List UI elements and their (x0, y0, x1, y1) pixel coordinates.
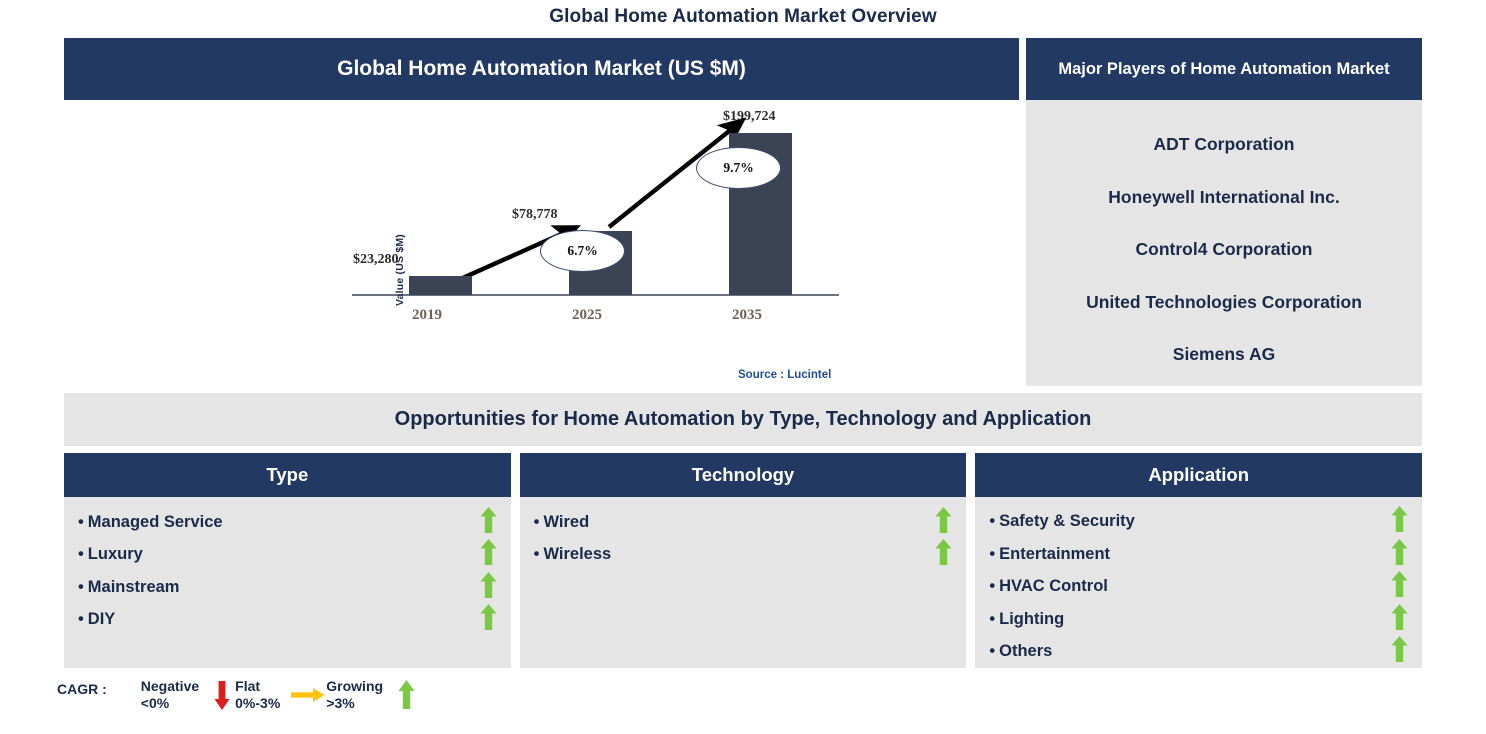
chart-plot-area: Value (US $M) $23,280 $78,778 $199,724 6… (64, 100, 1019, 386)
list-item: ADT Corporation (1153, 134, 1295, 154)
bullet-icon: • (533, 512, 540, 531)
arrow-up-icon (1391, 538, 1408, 570)
cagr-legend: CAGR : Negative <0% Flat 0%-3% Growing >… (57, 678, 517, 726)
bar-2019 (409, 276, 472, 295)
list-item: Honeywell International Inc. (1108, 186, 1340, 207)
bullet-icon: • (989, 512, 996, 531)
column-header-application: Application (975, 453, 1423, 497)
chart-panel-title: Global Home Automation Market (US $M) (64, 38, 1019, 100)
bullet-icon: • (78, 545, 84, 564)
list-item-label: • Wireless (533, 545, 612, 564)
column-header-type: Type (64, 453, 511, 497)
list-item-label: • HVAC Control (989, 577, 1108, 596)
column-body-technology: • Wired • Wireless (520, 497, 967, 668)
bar-value-2035: $199,724 (723, 109, 776, 124)
legend-entry-growing: Growing >3% (326, 678, 383, 712)
arrow-up-icon (1391, 603, 1408, 635)
list-item: • DIY (78, 604, 497, 637)
players-panel-title: Major Players of Home Automation Market (1026, 38, 1422, 100)
opportunities-banner: Opportunities for Home Automation by Typ… (64, 393, 1422, 446)
major-players-panel: Major Players of Home Automation Market … (1026, 38, 1422, 386)
column-technology: Technology • Wired • Wireless (519, 453, 967, 668)
x-tick-2019: 2019 (412, 307, 442, 323)
bar-value-2019: $23,280 (353, 252, 399, 267)
legend-entry-negative: Negative <0% (141, 678, 199, 712)
bullet-icon: • (989, 544, 996, 563)
bullet-icon: • (78, 512, 84, 531)
arrow-up-icon (935, 539, 952, 570)
list-item: • Wired (534, 506, 953, 539)
bullet-icon: • (989, 642, 996, 661)
bullet-icon: • (78, 610, 84, 629)
legend-entry-flat: Flat 0%-3% (235, 678, 280, 712)
column-body-application: • Safety & Security • Entertainment • HVAC … (975, 497, 1422, 669)
list-item: • Safety & Security (989, 506, 1408, 539)
arrow-up-icon (1391, 506, 1408, 537)
column-body-type: • Managed Service • Luxury • Mainstream (64, 497, 511, 668)
list-item-label: • Managed Service (78, 512, 223, 531)
bullet-icon: • (989, 577, 996, 596)
arrow-up-icon (1391, 636, 1408, 667)
legend-negative-text: Negative <0% (140, 678, 200, 711)
arrow-up-icon (393, 678, 419, 712)
list-item: • Others (989, 636, 1408, 669)
bullet-icon: • (533, 545, 540, 564)
arrow-down-icon (209, 678, 235, 712)
cagr-bubble-2025-2035: 9.7% (696, 147, 781, 189)
list-item: • Wireless (534, 539, 953, 572)
legend-flat-text: Flat 0%-3% (235, 678, 281, 711)
list-item: • HVAC Control (989, 571, 1408, 604)
list-item-label: • Entertainment (989, 544, 1111, 563)
x-tick-2035: 2035 (732, 307, 762, 323)
market-chart-panel: Global Home Automation Market (US $M) Va… (64, 38, 1019, 386)
arrow-up-icon (480, 604, 497, 635)
arrow-up-icon (480, 571, 497, 603)
players-list: ADT Corporation Honeywell International … (1026, 100, 1422, 386)
list-item-label: • Wired (533, 512, 590, 531)
bullet-icon: • (78, 577, 84, 596)
list-item-label: • Safety & Security (989, 512, 1135, 531)
list-item-label: • Mainstream (78, 577, 180, 596)
list-item-label: • DIY (78, 610, 116, 629)
list-item-label: • Lighting (989, 609, 1065, 628)
column-header-technology: Technology (519, 453, 967, 497)
list-item: United Technologies Corporation (1086, 291, 1362, 312)
cagr-arrow-2025-2035 (607, 117, 747, 229)
arrow-up-icon (935, 506, 952, 538)
x-tick-2025: 2025 (572, 307, 602, 323)
list-item: • Entertainment (989, 538, 1408, 571)
list-item-label: • Luxury (78, 545, 143, 564)
cagr-bubble-2019-2025: 6.7% (540, 230, 625, 272)
arrow-up-icon (480, 506, 497, 538)
bar-value-2025: $78,778 (512, 207, 558, 222)
legend-growing-text: Growing >3% (326, 678, 384, 711)
opportunity-columns: Type • Managed Service • Luxury • Mainstrea… (64, 453, 1423, 669)
list-item: • Managed Service (78, 506, 497, 539)
arrow-right-icon (290, 678, 326, 712)
cagr-legend-title: CAGR : (57, 681, 107, 697)
list-item: • Mainstream (78, 571, 497, 604)
arrow-up-icon (480, 539, 497, 570)
list-item: • Lighting (989, 603, 1408, 636)
column-type: Type • Managed Service • Luxury • Mainstrea… (64, 453, 511, 668)
page-title: Global Home Automation Market Overview (549, 6, 937, 27)
list-item: Control4 Corporation (1135, 239, 1313, 259)
bullet-icon: • (989, 609, 996, 628)
list-item: • Luxury (78, 539, 497, 572)
column-application: Application • Safety & Security • Entertai… (975, 453, 1423, 669)
list-item-label: • Others (989, 642, 1053, 661)
list-item: Siemens AG (1172, 344, 1276, 364)
y-axis-label: Value (US $M) (394, 233, 406, 307)
arrow-up-icon (1391, 571, 1408, 602)
chart-source: Source : Lucintel (738, 369, 832, 381)
